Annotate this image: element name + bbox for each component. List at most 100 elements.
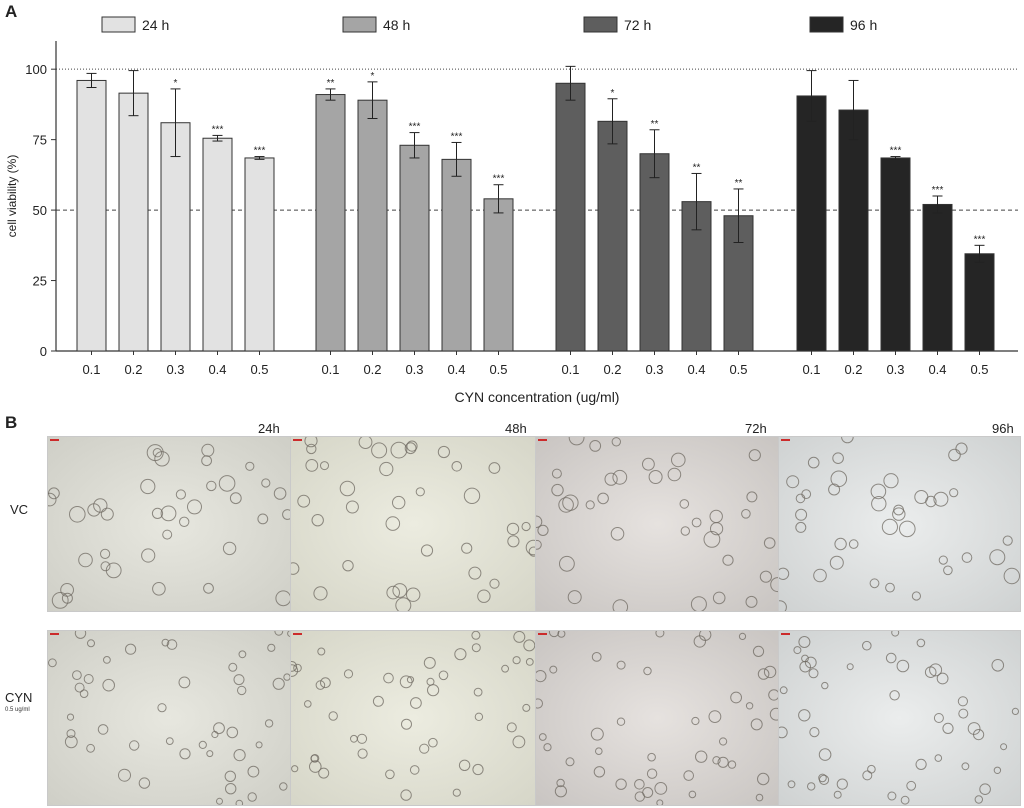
row-label-vc: VC [10, 502, 29, 517]
legend-swatch-48h [342, 16, 377, 33]
x-tick-label: 0.1 [82, 362, 100, 377]
legend-label: 96 h [850, 17, 877, 33]
time-label-72h: 72h [745, 421, 767, 436]
row-sublabel-cyn-dose: 0.5 ug/ml [5, 707, 30, 713]
scale-bar [781, 633, 790, 635]
legend-swatch-72h [583, 16, 618, 33]
time-label-24h: 24h [258, 421, 280, 436]
significance-mark: ** [651, 119, 659, 130]
legend-label: 48 h [383, 17, 410, 33]
x-tick-label: 0.4 [447, 362, 465, 377]
y-tick-label: 25 [33, 274, 47, 289]
bar-96h-0.4 [922, 203, 953, 352]
x-axis-title: CYN concentration (ug/ml) [455, 389, 620, 405]
panel-label-a: A [5, 2, 18, 21]
significance-mark: * [371, 71, 375, 82]
x-tick-label: 0.1 [561, 362, 579, 377]
x-tick-label: 0.3 [886, 362, 904, 377]
x-tick-label: 0.3 [645, 362, 663, 377]
legend-label: 24 h [142, 17, 169, 33]
significance-mark: *** [254, 146, 266, 157]
scale-bar [293, 439, 302, 441]
micrograph-vc-48h [290, 436, 537, 612]
micrograph-cyn-48h [290, 630, 537, 806]
bar-24h-0.4 [202, 137, 233, 352]
x-tick-label: 0.4 [687, 362, 705, 377]
scale-bar [50, 439, 59, 441]
bar-96h-0.2 [838, 109, 869, 352]
bar-72h-0.3 [639, 153, 670, 352]
significance-mark: *** [212, 124, 224, 135]
x-tick-label: 0.3 [405, 362, 423, 377]
micrograph-vc-24h [47, 436, 292, 612]
bar-48h-0.2 [357, 99, 388, 352]
y-tick-label: 0 [40, 344, 47, 359]
scale-bar [538, 439, 547, 441]
bar-96h-0.5 [964, 253, 995, 352]
significance-mark: *** [932, 185, 944, 196]
scale-bar [50, 633, 59, 635]
y-tick-label: 50 [33, 203, 47, 218]
panel-label-b: B [5, 413, 18, 432]
significance-mark: ** [693, 162, 701, 173]
significance-mark: ** [735, 178, 743, 189]
x-tick-label: 0.1 [321, 362, 339, 377]
x-tick-label: 0.4 [928, 362, 946, 377]
micrograph-cyn-72h [535, 630, 780, 806]
micrograph-texture [291, 631, 536, 805]
bar-48h-0.5 [483, 198, 514, 352]
bar-24h-0.2 [118, 92, 149, 352]
x-tick-label: 0.5 [970, 362, 988, 377]
significance-mark: *** [890, 146, 902, 157]
micrograph-cyn-96h [778, 630, 1021, 806]
bar-48h-0.1 [315, 94, 346, 352]
time-label-96h: 96h [992, 421, 1014, 436]
x-tick-label: 0.3 [166, 362, 184, 377]
scale-bar [538, 633, 547, 635]
bar-48h-0.3 [399, 144, 430, 352]
scale-bar [293, 633, 302, 635]
significance-mark: *** [409, 122, 421, 133]
micrograph-texture [48, 437, 291, 611]
micrograph-vc-72h [535, 436, 780, 612]
y-axis-title: cell viability (%) [5, 155, 19, 238]
x-tick-label: 0.2 [844, 362, 862, 377]
micrograph-texture [536, 437, 779, 611]
bar-24h-0.1 [76, 79, 107, 352]
significance-mark: * [611, 88, 615, 99]
scale-bar [781, 439, 790, 441]
micrograph-texture [779, 631, 1020, 805]
significance-mark: *** [974, 234, 986, 245]
x-tick-label: 0.2 [124, 362, 142, 377]
micrograph-texture [536, 631, 779, 805]
x-tick-label: 0.1 [802, 362, 820, 377]
significance-mark: *** [493, 174, 505, 185]
x-tick-label: 0.5 [489, 362, 507, 377]
significance-mark: *** [451, 131, 463, 142]
micrograph-texture [779, 437, 1020, 611]
x-tick-label: 0.5 [250, 362, 268, 377]
micrograph-cyn-24h [47, 630, 292, 806]
y-tick-label: 75 [33, 133, 47, 148]
y-tick-label: 100 [25, 62, 47, 77]
x-tick-label: 0.2 [603, 362, 621, 377]
bar-72h-0.2 [597, 120, 628, 352]
x-tick-label: 0.5 [729, 362, 747, 377]
time-label-48h: 48h [505, 421, 527, 436]
row-label-cyn: CYN [5, 690, 33, 705]
significance-mark: ** [327, 78, 335, 89]
significance-mark: * [174, 78, 178, 89]
micrograph-vc-96h [778, 436, 1021, 612]
bar-48h-0.4 [441, 158, 472, 352]
bar-96h-0.3 [880, 157, 911, 352]
bar-96h-0.1 [796, 95, 827, 352]
legend-swatch-24h [101, 16, 136, 33]
micrograph-texture [291, 437, 536, 611]
bar-72h-0.1 [555, 82, 586, 352]
bar-24h-0.5 [244, 157, 275, 352]
legend-label: 72 h [624, 17, 651, 33]
micrograph-texture [48, 631, 291, 805]
legend-swatch-96h [809, 16, 844, 33]
x-tick-label: 0.2 [363, 362, 381, 377]
